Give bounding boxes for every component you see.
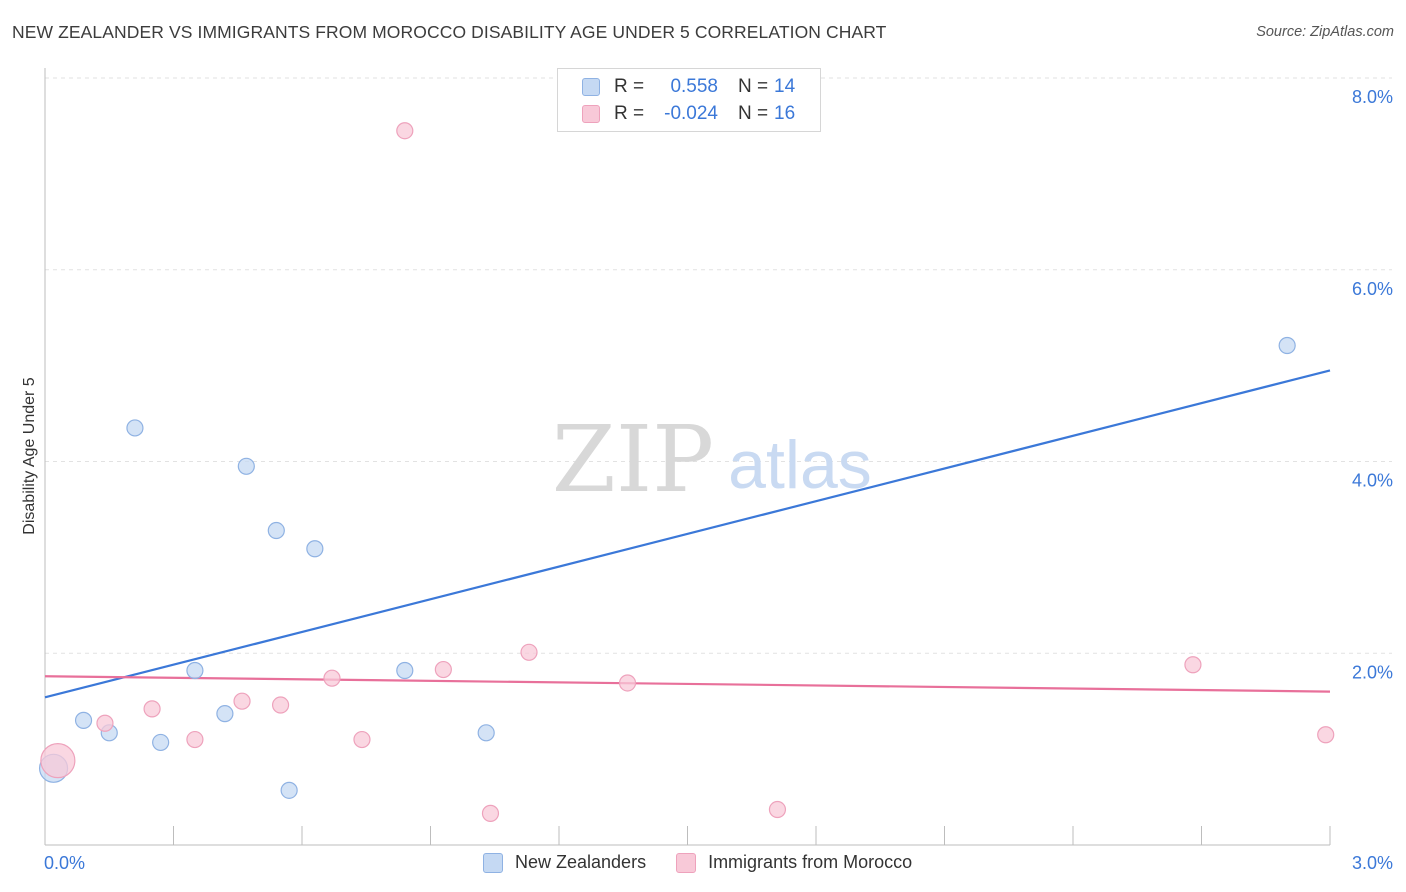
legend-n-value: 14 <box>774 76 796 97</box>
trendline-new-zealanders <box>44 369 1331 699</box>
point-morocco <box>481 804 500 822</box>
series-legend: New Zealanders Immigrants from Morocco <box>483 852 942 873</box>
legend-r-label: R = <box>614 76 645 97</box>
watermark-atlas: atlas <box>728 427 872 503</box>
y-axis-label: Disability Age Under 5 <box>21 377 38 535</box>
legend-n-label: N = <box>738 103 769 124</box>
point-new-zealanders <box>306 540 324 558</box>
legend-row-morocco: R = -0.024 N = 16 <box>582 102 795 126</box>
point-morocco <box>353 730 371 749</box>
point-new-zealanders <box>477 724 495 742</box>
point-new-zealanders <box>216 705 234 723</box>
point-new-zealanders <box>186 661 204 680</box>
point-morocco <box>618 674 637 692</box>
point-morocco <box>520 643 538 661</box>
x-tick-label: 3.0% <box>1352 853 1393 873</box>
legend-n-value: 16 <box>774 103 796 124</box>
watermark-zip: ZIP <box>552 406 714 513</box>
point-morocco <box>186 730 204 749</box>
tick-labels: 2.0% 4.0% 6.0% 8.0% 0.0% 3.0% <box>44 87 1393 873</box>
trendline-morocco <box>44 675 1331 693</box>
x-tick-label: 0.0% <box>44 853 85 873</box>
point-new-zealanders <box>237 457 255 475</box>
point-morocco <box>396 122 414 140</box>
blue-swatch-icon <box>483 852 503 873</box>
pink-swatch-icon <box>582 105 600 123</box>
legend-r-label: R = <box>614 103 645 124</box>
legend-label: New Zealanders <box>515 852 647 872</box>
point-morocco <box>768 800 787 819</box>
legend-r-value: 0.558 <box>670 76 718 97</box>
pink-swatch-icon <box>676 852 697 873</box>
y-tick-label: 2.0% <box>1352 662 1393 682</box>
point-new-zealanders <box>1278 336 1296 355</box>
chart-title: NEW ZEALANDER VS IMMIGRANTS FROM MOROCCO… <box>12 22 887 42</box>
point-morocco <box>96 714 114 732</box>
point-new-zealanders <box>74 711 93 729</box>
legend-item-new-zealanders[interactable]: New Zealanders <box>483 852 646 873</box>
point-morocco <box>323 669 341 687</box>
point-new-zealanders <box>280 781 298 799</box>
legend-item-morocco[interactable]: Immigrants from Morocco <box>676 852 912 873</box>
point-morocco <box>434 660 452 679</box>
legend-r-value: -0.024 <box>664 103 718 124</box>
y-tick-label: 6.0% <box>1352 279 1393 299</box>
source-credit: Source: ZipAtlas.com <box>1256 24 1394 40</box>
point-new-zealanders <box>126 419 144 437</box>
grid-lines <box>45 77 1392 654</box>
y-tick-label: 8.0% <box>1352 87 1393 107</box>
legend-label: Immigrants from Morocco <box>708 852 913 872</box>
point-morocco <box>1184 656 1202 674</box>
point-new-zealanders <box>267 521 285 540</box>
data-points <box>38 122 1335 822</box>
point-morocco <box>233 692 251 710</box>
legend-row-new-zealanders: R = 0.558 N = 14 <box>582 75 795 99</box>
point-morocco <box>143 700 161 718</box>
y-tick-label: 4.0% <box>1352 471 1393 491</box>
point-morocco <box>40 743 76 779</box>
trend-lines <box>44 369 1331 699</box>
point-morocco <box>271 696 290 714</box>
point-new-zealanders <box>396 661 414 680</box>
stats-legend: R = 0.558 N = 14 R = -0.024 N = 16 <box>557 68 821 132</box>
blue-swatch-icon <box>582 78 600 96</box>
point-new-zealanders <box>152 733 170 752</box>
axes <box>44 68 1331 846</box>
legend-n-label: N = <box>738 76 769 97</box>
point-morocco <box>1317 726 1335 744</box>
